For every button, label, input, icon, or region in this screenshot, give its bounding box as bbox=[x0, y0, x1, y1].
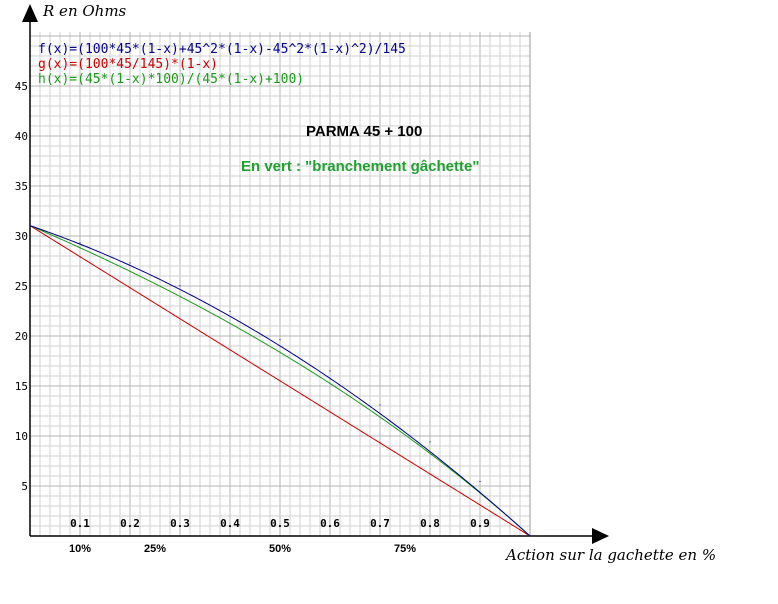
y-tick-label: 40 bbox=[15, 130, 28, 143]
data-point bbox=[479, 480, 481, 483]
data-point bbox=[279, 351, 281, 353]
x-tick-label: 0.5 bbox=[270, 517, 290, 530]
data-point bbox=[329, 370, 331, 372]
y-tick-label: 15 bbox=[15, 380, 28, 393]
data-point bbox=[479, 504, 481, 506]
x-tick-label: 0.4 bbox=[220, 517, 240, 530]
data-point bbox=[429, 473, 431, 475]
data-point bbox=[179, 318, 181, 320]
percent-label: 25% bbox=[144, 543, 166, 555]
x-axis-arrow bbox=[592, 528, 609, 544]
y-tick-label: 35 bbox=[15, 180, 28, 193]
x-tick-label: 0.8 bbox=[420, 517, 440, 530]
series-line-0 bbox=[29, 225, 531, 537]
data-point bbox=[79, 247, 81, 249]
y-axis-arrow bbox=[22, 4, 38, 22]
data-point bbox=[129, 270, 131, 272]
data-point bbox=[229, 322, 231, 324]
chart-title: PARMA 45 + 100 bbox=[306, 123, 422, 140]
y-tick-label: 10 bbox=[15, 430, 28, 443]
data-point bbox=[429, 452, 431, 454]
legend-formula-1: g(x)=(100*45/145)*(1-x) bbox=[38, 57, 218, 72]
y-tick-label: 45 bbox=[15, 80, 28, 93]
y-tick-label: 20 bbox=[15, 330, 28, 343]
formula-legend: f(x)=(100*45*(1-x)+45^2*(1-x)-45^2*(1-x)… bbox=[38, 42, 406, 87]
data-point bbox=[79, 242, 81, 244]
data-point bbox=[429, 441, 431, 443]
x-tick-label: 0.7 bbox=[370, 517, 390, 530]
x-tick-label: 0.6 bbox=[320, 517, 340, 530]
legend-formula-2: h(x)=(45*(1-x)*100)/(45*(1-x)+100) bbox=[38, 72, 304, 87]
y-tick-label: 30 bbox=[15, 230, 28, 243]
percent-labels: 10% 25% 50% 75% bbox=[69, 543, 416, 555]
axes bbox=[22, 4, 609, 544]
data-point bbox=[379, 416, 381, 418]
data-point bbox=[179, 295, 181, 298]
legend-formula-0: f(x)=(100*45*(1-x)+45^2*(1-x)-45^2*(1-x)… bbox=[38, 42, 406, 57]
data-point bbox=[529, 535, 531, 537]
data-point bbox=[29, 225, 31, 227]
data-point bbox=[179, 285, 181, 287]
y-axis-label: R en Ohms bbox=[42, 2, 127, 20]
series-lines bbox=[29, 225, 531, 537]
percent-label: 10% bbox=[69, 543, 91, 555]
x-tick-label: 0.9 bbox=[470, 517, 490, 530]
grid bbox=[29, 32, 531, 536]
x-tick-label: 0.3 bbox=[170, 517, 190, 530]
data-point bbox=[129, 262, 131, 264]
data-point bbox=[229, 310, 231, 312]
y-tick-label: 25 bbox=[15, 280, 28, 293]
data-point bbox=[329, 411, 331, 413]
tick-labels: 5 10 15 20 25 30 35 40 45 0.1 0.2 0.3 0.4 0.5 0.6 0.7 0.… bbox=[15, 80, 490, 530]
x-tick-label: 0.2 bbox=[120, 517, 140, 530]
y-tick-label: 5 bbox=[21, 480, 28, 493]
data-point bbox=[379, 404, 381, 406]
percent-label: 75% bbox=[394, 543, 416, 555]
data-point bbox=[379, 442, 381, 444]
data-point bbox=[329, 382, 331, 385]
x-tick-label: 0.1 bbox=[70, 517, 90, 530]
data-point bbox=[279, 339, 281, 341]
data-point bbox=[79, 256, 81, 258]
x-axis-label: Action sur la gachette en % bbox=[504, 546, 716, 564]
data-point bbox=[229, 349, 231, 351]
chart-subtitle: En vert : "branchement gâchette" bbox=[241, 158, 479, 175]
percent-label: 50% bbox=[269, 543, 291, 555]
data-point bbox=[279, 380, 281, 382]
data-point bbox=[129, 287, 131, 289]
